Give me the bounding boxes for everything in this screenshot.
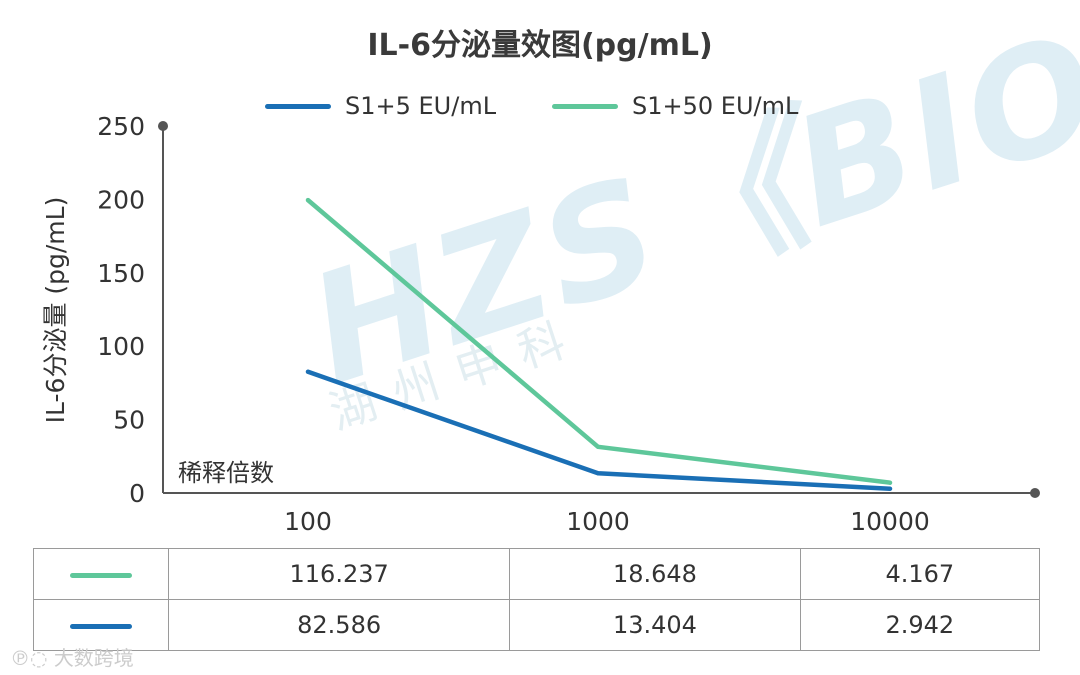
data-table: 116.237 18.648 4.167 82.586 13.404 2.942 <box>33 548 1041 651</box>
y-tick-label: 150 <box>97 259 145 288</box>
x-tick-label: 100 <box>284 507 332 536</box>
table-key-cell <box>33 599 169 651</box>
y-tick-label: 250 <box>97 112 145 141</box>
y-tick-label: 200 <box>97 185 145 214</box>
table-cell: 4.167 <box>799 548 1041 600</box>
x-tick-label: 10000 <box>850 507 930 536</box>
chart-plot: 0 50 100 150 200 250 100 1000 10000 <box>97 112 1040 536</box>
credit-text: 大数跨境 <box>53 646 134 670</box>
chart-title: IL-6分泌量效图(pg/mL) <box>367 28 713 63</box>
legend-swatch <box>552 103 618 109</box>
table-row: 116.237 18.648 4.167 <box>33 548 1041 600</box>
x-tick-label: 1000 <box>566 507 630 536</box>
legend-label: S1+5 EU/mL <box>345 92 497 120</box>
table-key-cell <box>33 548 169 600</box>
table-key-swatch <box>70 623 132 629</box>
legend-item-s1-5: S1+5 EU/mL <box>265 88 496 124</box>
credit-logo-icon: ℗◌ <box>10 646 54 670</box>
table-cell: 13.404 <box>509 599 801 651</box>
table-cell: 116.237 <box>167 548 511 600</box>
y-tick-label: 50 <box>113 406 145 435</box>
data-point <box>306 369 310 374</box>
legend-swatch <box>265 103 331 109</box>
data-point <box>306 198 310 203</box>
legend-label: S1+50 EU/mL <box>632 92 799 120</box>
table-cell: 2.942 <box>799 599 1041 651</box>
data-point <box>596 444 600 449</box>
y-tick-label: 100 <box>97 332 145 361</box>
source-credit: ℗◌ 大数跨境 <box>10 642 134 671</box>
table-row: 82.586 13.404 2.942 <box>33 599 1041 651</box>
series-line-s1-50 <box>305 197 893 485</box>
x-axis-title: 稀释倍数 <box>178 459 274 487</box>
data-point <box>888 486 892 491</box>
y-axis-end-dot <box>158 121 168 131</box>
table-key-swatch <box>70 572 132 578</box>
data-point <box>888 480 892 485</box>
chart-legend: S1+5 EU/mL S1+50 EU/mL <box>0 88 1080 124</box>
y-tick-label: 0 <box>129 479 145 508</box>
table-cell: 18.648 <box>509 548 801 600</box>
x-axis-end-dot <box>1030 488 1040 498</box>
legend-item-s1-50: S1+50 EU/mL <box>552 88 798 124</box>
table-cell: 82.586 <box>167 599 511 651</box>
data-point <box>596 471 600 476</box>
